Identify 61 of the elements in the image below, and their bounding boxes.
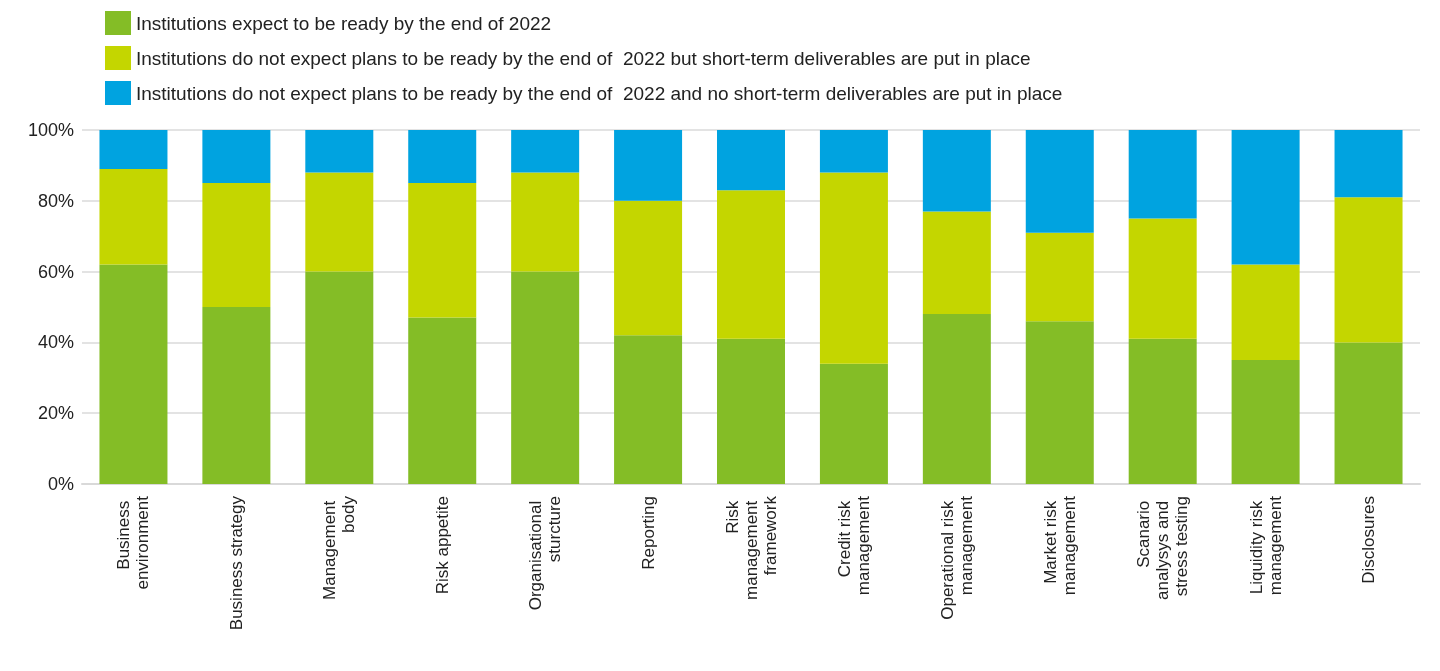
bar [922, 211, 991, 315]
bar [99, 264, 168, 484]
bar [1128, 130, 1197, 219]
bar [614, 335, 683, 484]
bar [819, 363, 888, 484]
x-tick-label: Risk appetite [432, 496, 452, 595]
bar [408, 130, 477, 184]
bar [99, 130, 168, 169]
legend-label: Institutions do not expect plans to be ready by the end of 2022 and no short-term deliverables are put in place [136, 82, 1063, 104]
bar [1128, 218, 1197, 339]
bar [408, 317, 477, 484]
bar [1231, 360, 1300, 484]
bar [1128, 338, 1197, 484]
bar [305, 130, 374, 173]
legend-label: Institutions do not expect plans to be ready by the end of 2022 but short-term deliverables are put in place [136, 47, 1031, 69]
bar [99, 168, 168, 265]
bar [1231, 130, 1300, 265]
bar [717, 130, 785, 191]
x-tick-label: Management body [320, 495, 359, 600]
bar [305, 271, 374, 484]
bar [614, 200, 683, 336]
bar [614, 130, 683, 201]
bar [202, 307, 271, 484]
bar [511, 172, 580, 272]
bar [1025, 321, 1094, 484]
bar [1334, 130, 1403, 198]
bar [922, 314, 991, 484]
x-tick-label: Credit risk management [834, 495, 873, 596]
x-tick-label: Disclosures [1359, 496, 1379, 584]
bar [1025, 130, 1094, 233]
bar [819, 130, 888, 173]
bar [1334, 342, 1403, 484]
bar [717, 190, 785, 339]
y-tick-label: 0% [47, 474, 74, 494]
bar [305, 172, 374, 272]
y-tick-label: 80% [37, 190, 74, 211]
x-tick-label: Risk management framework [722, 495, 780, 600]
x-tick-label: Market risk management [1040, 495, 1079, 596]
bar [819, 172, 888, 364]
bar [511, 271, 580, 484]
legend-label: Institutions expect to be ready by the end of 2022 [136, 12, 552, 34]
bar [922, 130, 991, 212]
bar [1231, 264, 1300, 361]
bar [1334, 197, 1403, 343]
x-tick-label: Business environment [114, 495, 153, 590]
x-tick-label: Organisational sturcture [526, 496, 565, 611]
y-tick-label: 60% [37, 261, 74, 282]
bar [202, 130, 271, 184]
y-tick-label: 100% [27, 120, 74, 140]
x-tick-label: Scanario analysys and stress testing [1134, 496, 1192, 600]
x-tick-label: Operational risk management [937, 495, 976, 620]
bar [202, 183, 271, 307]
bar [511, 130, 580, 173]
x-tick-label: Liquidity risk management [1246, 495, 1285, 596]
x-tick-label: Business strategy [226, 495, 246, 631]
bar [717, 338, 785, 484]
bar [1025, 232, 1094, 322]
y-tick-label: 20% [37, 403, 74, 424]
x-tick-label: Reporting [638, 496, 658, 570]
y-tick-label: 40% [37, 332, 74, 353]
bar [408, 183, 477, 318]
